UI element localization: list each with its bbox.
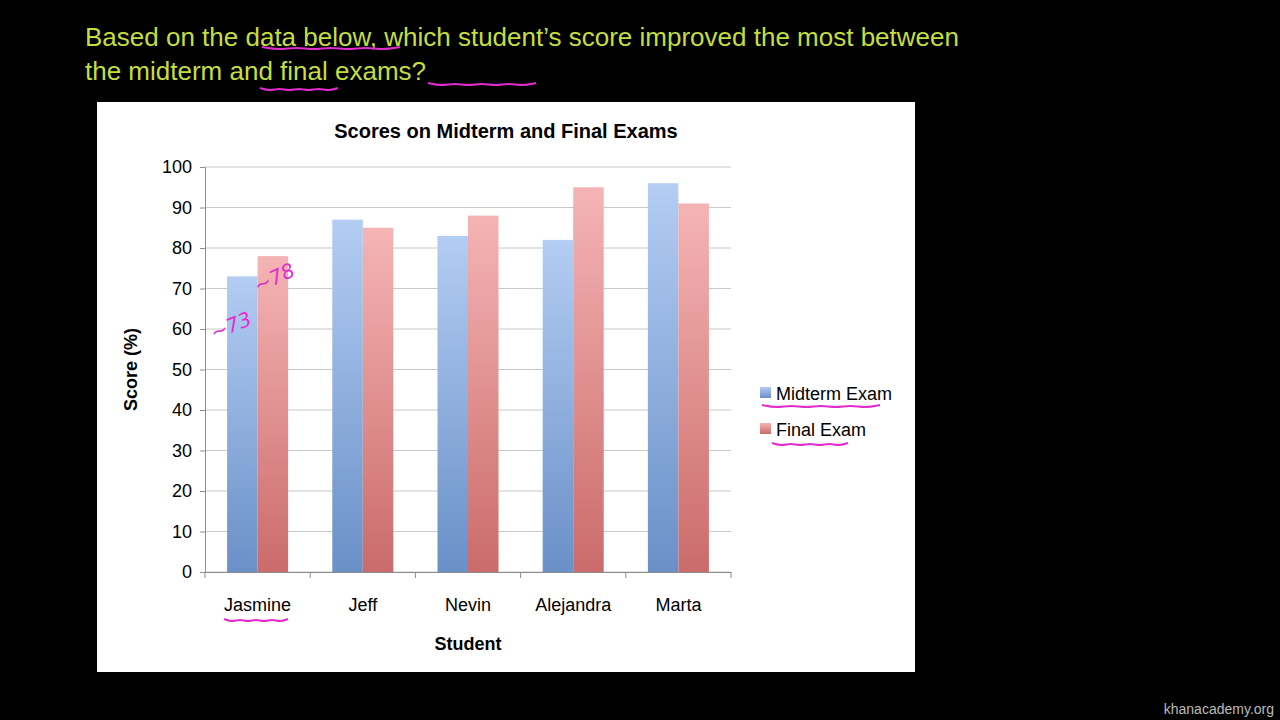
y-tick: 60 bbox=[172, 319, 205, 339]
x-tick-label: Jeff bbox=[348, 595, 378, 615]
y-tick-mark bbox=[200, 572, 205, 573]
category-separator bbox=[310, 572, 311, 578]
legend-swatch bbox=[760, 423, 771, 434]
y-tick-label: 90 bbox=[172, 198, 192, 218]
x-axis: Jasmine Jeff Nevin Alejandra Marta bbox=[206, 572, 732, 615]
grid bbox=[205, 167, 731, 572]
grid-line bbox=[205, 167, 731, 168]
y-tick-label: 70 bbox=[172, 279, 192, 299]
x-tick-label: Marta bbox=[655, 595, 702, 615]
underline bbox=[762, 405, 880, 407]
chart-panel bbox=[97, 102, 915, 672]
y-tick: 0 bbox=[182, 562, 205, 582]
y-tick-label: 20 bbox=[172, 481, 192, 501]
bar bbox=[363, 228, 394, 572]
y-tick: 80 bbox=[172, 238, 205, 258]
category-separator bbox=[205, 572, 206, 578]
y-tick-mark bbox=[200, 329, 205, 330]
underline bbox=[428, 83, 536, 85]
bar bbox=[332, 220, 363, 572]
annotation: ~78 bbox=[250, 258, 298, 298]
question: Based on the data below, which student’s… bbox=[85, 22, 959, 86]
y-tick: 100 bbox=[162, 157, 205, 177]
y-tick-label: 80 bbox=[172, 238, 192, 258]
y-tick-mark bbox=[200, 491, 205, 492]
y-tick-mark bbox=[200, 410, 205, 411]
y-axis-title: Score (%) bbox=[121, 328, 141, 411]
y-tick-label: 100 bbox=[162, 157, 192, 177]
background bbox=[0, 0, 1280, 720]
x-tick-label: Jasmine bbox=[224, 595, 291, 615]
y-tick-mark bbox=[200, 289, 205, 290]
y-tick: 40 bbox=[172, 400, 205, 420]
y-tick-label: 60 bbox=[172, 319, 192, 339]
y-tick-label: 50 bbox=[172, 360, 192, 380]
category-separator bbox=[731, 572, 732, 578]
bar bbox=[648, 183, 679, 572]
category-separator bbox=[625, 572, 626, 578]
bar bbox=[437, 236, 468, 572]
underline bbox=[260, 88, 338, 90]
x-tick: Marta bbox=[655, 572, 702, 615]
legend: Midterm Exam Final Exam bbox=[760, 384, 892, 440]
underline bbox=[262, 47, 400, 49]
y-tick-mark bbox=[200, 248, 205, 249]
x-tick-label: Alejandra bbox=[535, 595, 612, 615]
category-separator bbox=[520, 572, 521, 578]
x-axis-title: Student bbox=[435, 634, 502, 654]
y-tick: 70 bbox=[172, 279, 205, 299]
y-tick-label: 0 bbox=[182, 562, 192, 582]
bar bbox=[258, 256, 289, 572]
x-tick: Nevin bbox=[445, 572, 491, 615]
y-axis-line bbox=[200, 168, 206, 573]
y-axis: 0 10 20 30 40 50 60 70 80 90 100 bbox=[162, 157, 206, 582]
x-axis-line bbox=[206, 572, 732, 573]
annotation: ~73 bbox=[207, 307, 255, 345]
y-tick-mark bbox=[200, 532, 205, 533]
y-tick: 20 bbox=[172, 481, 205, 501]
y-tick: 30 bbox=[172, 441, 205, 461]
y-tick-mark bbox=[200, 167, 205, 168]
legend-label: Final Exam bbox=[776, 420, 866, 440]
x-tick: Jeff bbox=[348, 572, 378, 615]
y-tick-label: 10 bbox=[172, 522, 192, 542]
underline bbox=[772, 443, 848, 445]
y-tick: 10 bbox=[172, 522, 205, 542]
underline bbox=[224, 619, 288, 621]
bar bbox=[468, 216, 499, 572]
legend-label: Midterm Exam bbox=[776, 384, 892, 404]
y-tick-mark bbox=[200, 208, 205, 209]
y-tick-mark bbox=[200, 451, 205, 452]
y-tick-label: 30 bbox=[172, 441, 192, 461]
bar bbox=[543, 240, 574, 572]
x-tick: Alejandra bbox=[535, 572, 612, 615]
bars bbox=[227, 183, 709, 572]
y-tick-label: 40 bbox=[172, 400, 192, 420]
bar bbox=[678, 203, 709, 572]
bar bbox=[573, 187, 604, 572]
legend-swatch bbox=[760, 387, 771, 398]
title: Scores on Midterm and Final Exams bbox=[334, 120, 677, 142]
y-tick: 50 bbox=[172, 360, 205, 380]
x-tick: Jasmine bbox=[224, 572, 291, 615]
x-tick-label: Nevin bbox=[445, 595, 491, 615]
y-tick-mark bbox=[200, 370, 205, 371]
watermark: khanacademy.org bbox=[1164, 701, 1274, 717]
y-tick: 90 bbox=[172, 198, 205, 218]
category-separator bbox=[415, 572, 416, 578]
